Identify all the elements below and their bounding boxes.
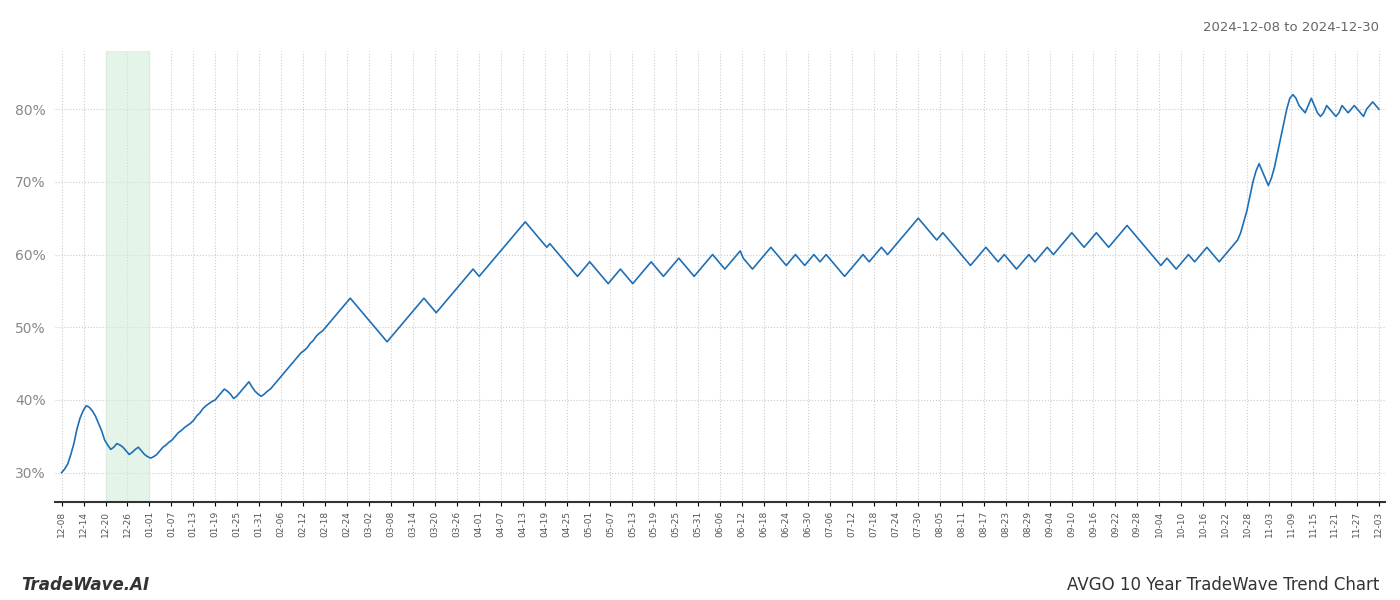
Text: TradeWave.AI: TradeWave.AI	[21, 576, 150, 594]
Bar	[105, 51, 150, 502]
Text: AVGO 10 Year TradeWave Trend Chart: AVGO 10 Year TradeWave Trend Chart	[1067, 576, 1379, 594]
Text: 2024-12-08 to 2024-12-30: 2024-12-08 to 2024-12-30	[1203, 21, 1379, 34]
